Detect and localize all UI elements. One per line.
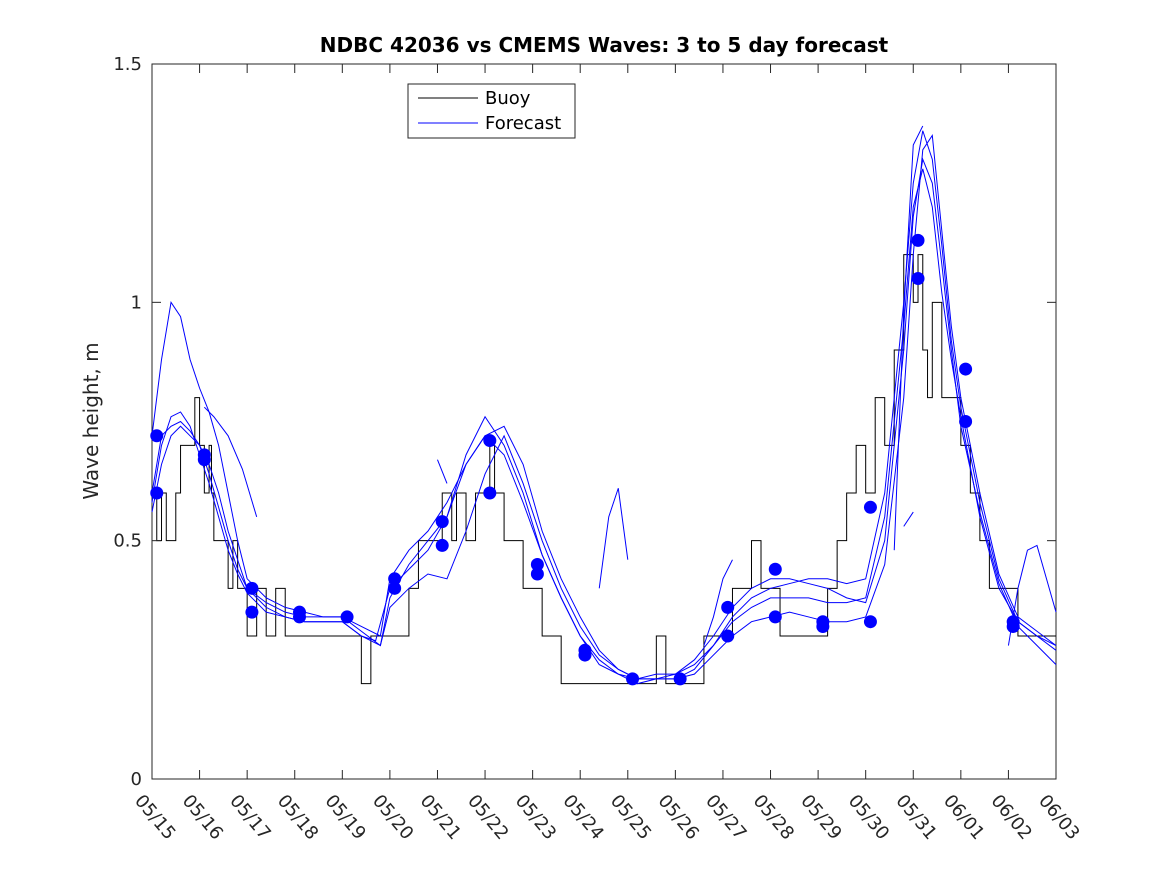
x-tick-label: 05/27 (701, 791, 750, 844)
forecast-markers (150, 233, 1020, 686)
x-tick-label: 05/21 (416, 791, 465, 844)
x-tick-label: 05/29 (796, 791, 845, 844)
forecast-series-line-11 (893, 125, 924, 551)
forecast-series-line-5 (203, 406, 258, 517)
forecast-series-line-2 (151, 134, 1057, 680)
forecast-series-line-4 (151, 157, 1057, 685)
x-tick-label: 05/16 (178, 791, 227, 844)
x-tick-label: 05/20 (368, 791, 417, 844)
forecast-series-line-8 (703, 559, 733, 646)
x-tick-label: 05/28 (749, 791, 798, 844)
forecast-marker (816, 619, 830, 633)
forecast-marker (768, 562, 782, 576)
forecast-marker (959, 362, 973, 376)
forecast-marker (388, 581, 402, 595)
x-tick-label: 06/03 (1034, 791, 1083, 844)
x-tick-label: 05/26 (654, 791, 703, 844)
forecast-series-line-6 (437, 459, 448, 484)
x-tick-label: 05/23 (511, 791, 560, 844)
forecast-marker (435, 515, 449, 529)
forecast-marker (530, 567, 544, 581)
forecast-marker (911, 233, 925, 247)
plot-series-group (151, 125, 1057, 685)
forecast-marker (245, 581, 259, 595)
x-tick-label: 05/15 (130, 791, 179, 844)
y-tick-label: 0 (131, 769, 142, 790)
chart-title: NDBC 42036 vs CMEMS Waves: 3 to 5 day fo… (320, 33, 889, 57)
forecast-series-line-10 (1007, 544, 1057, 646)
forecast-series-line-3 (151, 130, 1057, 680)
forecast-marker (483, 486, 497, 500)
x-tick-label: 05/17 (225, 791, 274, 844)
x-tick-label: 05/18 (273, 791, 322, 844)
x-tick-label: 05/31 (891, 791, 940, 844)
forecast-marker (626, 672, 640, 686)
forecast-marker (1006, 619, 1020, 633)
forecast-marker (863, 615, 877, 629)
legend-label-forecast: Forecast (485, 113, 561, 134)
forecast-marker (150, 486, 164, 500)
x-tick-label: 06/02 (987, 791, 1036, 844)
y-axis: 0 0.5 1 1.5 (113, 54, 1056, 790)
x-tick-label: 05/24 (558, 791, 607, 844)
forecast-marker (483, 434, 497, 448)
forecast-marker (435, 538, 449, 552)
plot-area (151, 63, 1057, 780)
x-tick-label: 05/25 (606, 791, 655, 844)
forecast-marker (340, 610, 354, 624)
y-tick-label: 1.5 (113, 54, 142, 75)
forecast-marker (292, 610, 306, 624)
forecast-series-line-7 (598, 488, 629, 589)
forecast-marker (863, 500, 877, 514)
x-tick-label: 06/01 (939, 791, 988, 844)
legend: Buoy Forecast (407, 83, 576, 139)
legend-box (407, 83, 576, 139)
forecast-marker (530, 558, 544, 571)
forecast-marker (959, 415, 973, 428)
forecast-marker (721, 600, 735, 614)
forecast-marker (721, 629, 735, 643)
forecast-marker (768, 610, 782, 624)
forecast-marker (388, 572, 402, 586)
forecast-marker (245, 605, 259, 619)
legend-label-buoy: Buoy (485, 88, 531, 109)
forecast-marker (578, 648, 592, 662)
y-tick-label: 1 (131, 292, 142, 313)
forecast-series-line-9 (903, 511, 914, 527)
x-tick-label: 05/19 (320, 791, 369, 844)
forecast-marker (673, 672, 687, 686)
x-tick-label: 05/22 (463, 791, 512, 844)
x-tick-label: 05/30 (844, 791, 893, 844)
forecast-marker (150, 429, 164, 443)
forecast-marker (911, 272, 925, 285)
y-tick-label: 0.5 (113, 531, 142, 552)
forecast-marker (197, 453, 211, 467)
y-axis-label: Wave height, m (79, 342, 103, 499)
